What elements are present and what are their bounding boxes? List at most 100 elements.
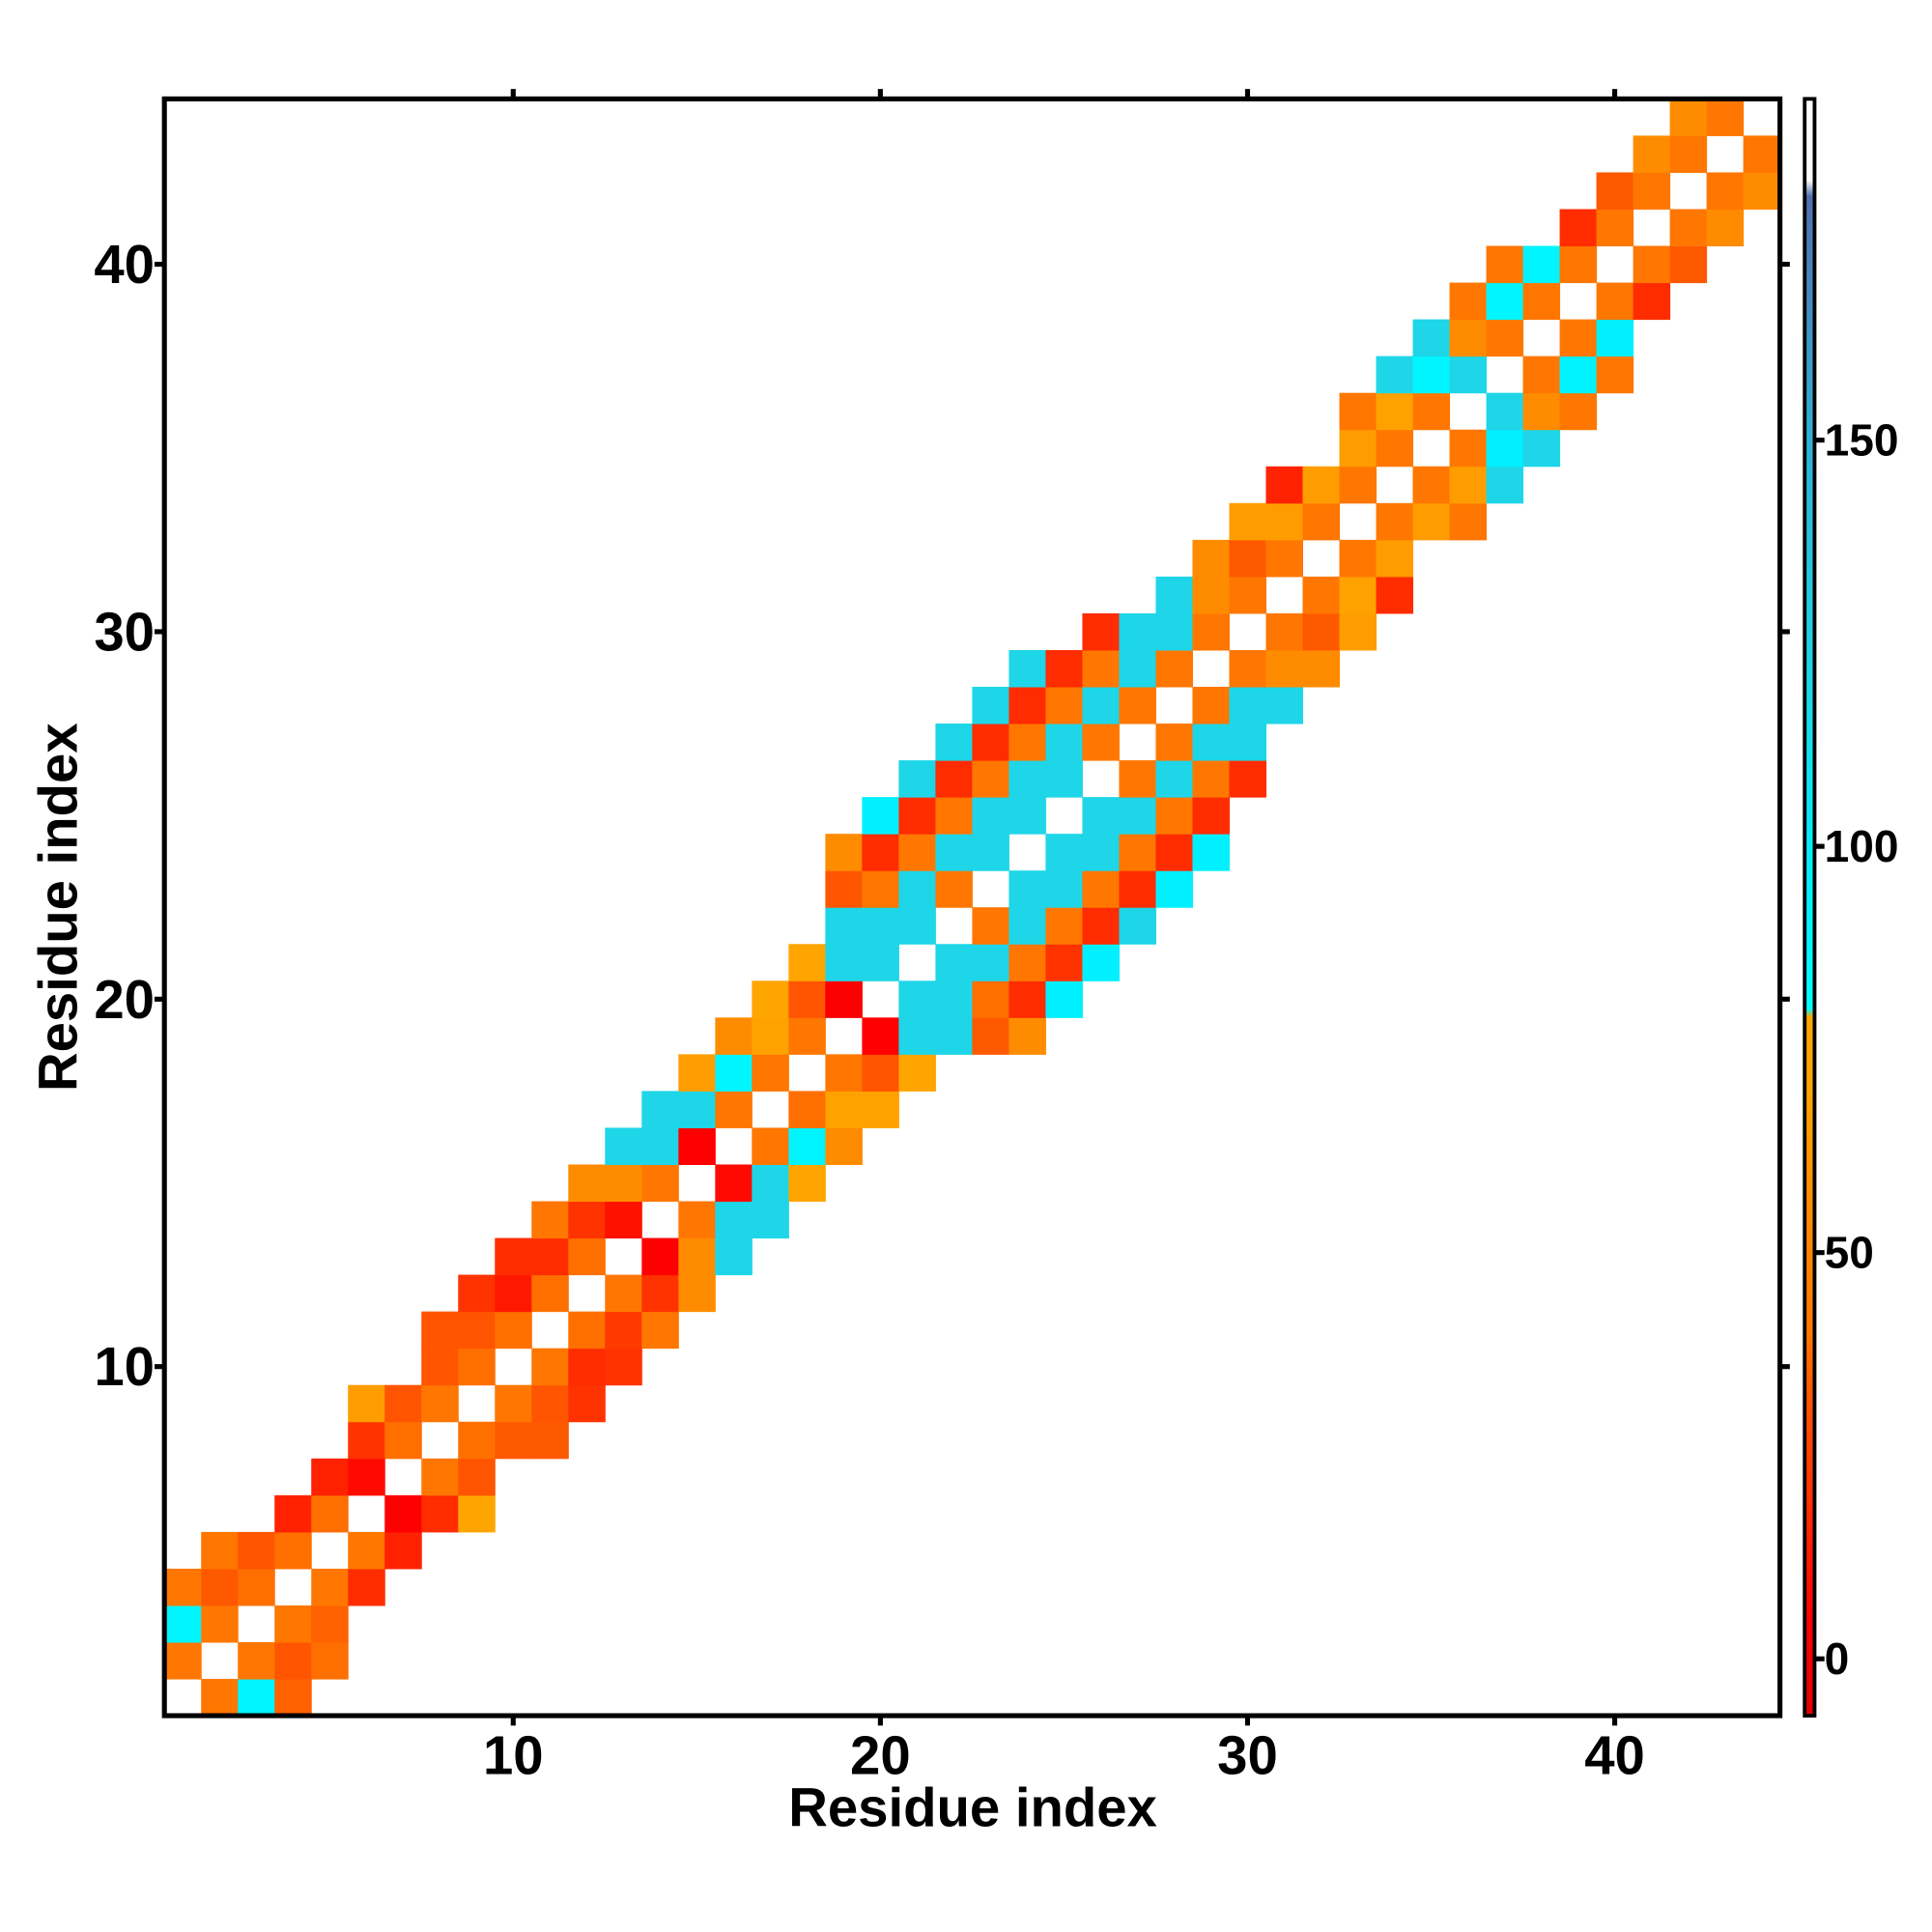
heatmap-cell [1192, 576, 1230, 614]
heatmap-cell [715, 1201, 753, 1239]
heatmap-cell [1119, 760, 1156, 798]
x-tick-label: 10 [483, 1725, 544, 1786]
heatmap-cell [274, 1605, 312, 1643]
heatmap-cell [678, 1274, 716, 1313]
heatmap-cell [715, 1054, 753, 1092]
heatmap-cell [605, 1348, 642, 1386]
heatmap-cell [348, 1421, 385, 1460]
heatmap-cell [568, 1348, 606, 1386]
heatmap-cell [1192, 760, 1230, 798]
x-tick-label: 30 [1217, 1725, 1278, 1786]
heatmap-cell [788, 1127, 826, 1166]
heatmap-cell [201, 1605, 239, 1643]
heatmap-cell [752, 1017, 789, 1055]
heatmap-cell [495, 1274, 532, 1313]
heatmap-cell [1559, 319, 1598, 357]
heatmap-cell [348, 1531, 385, 1570]
heatmap-cell [972, 944, 1009, 981]
heatmap-cell [238, 1641, 275, 1680]
heatmap-cell [935, 870, 973, 908]
heatmap-cell [1559, 392, 1598, 431]
heatmap-cell [1486, 319, 1524, 357]
heatmap-cell [495, 1311, 532, 1350]
heatmap-cell [641, 1311, 679, 1350]
heatmap-cell [1155, 870, 1193, 908]
heatmap-cell [1045, 907, 1083, 945]
heatmap-cell [1302, 649, 1341, 688]
heatmap-cell [1009, 686, 1046, 724]
heatmap-cell [1376, 429, 1414, 468]
heatmap-cell [311, 1494, 349, 1533]
heatmap-cell [935, 760, 973, 798]
heatmap-cell [238, 1568, 275, 1606]
heatmap-cell [1265, 466, 1303, 504]
heatmap-cell [1339, 466, 1378, 504]
heatmap-cell [1522, 245, 1561, 284]
heatmap-cell [1119, 870, 1156, 908]
heatmap-cell [1045, 870, 1083, 908]
heatmap-cell [1339, 539, 1378, 578]
heatmap-cell [495, 1421, 532, 1460]
heatmap-cell [531, 1348, 569, 1386]
heatmap-cell [862, 1017, 899, 1055]
heatmap-cell [1412, 319, 1451, 357]
heatmap-cell [935, 1017, 973, 1055]
heatmap-cell [1265, 686, 1303, 724]
heatmap-cell [1082, 612, 1120, 651]
heatmap-cell [531, 1421, 569, 1460]
x-tick-label: 40 [1584, 1725, 1645, 1786]
heatmap-cell [458, 1274, 496, 1313]
heatmap-cell [1302, 612, 1341, 651]
heatmap-cell [678, 1237, 716, 1276]
heatmap-cell [788, 1017, 826, 1055]
heatmap-cell [935, 834, 973, 871]
heatmap-cell [1596, 319, 1634, 357]
heatmap-cell [1009, 649, 1046, 688]
heatmap-cell [825, 870, 863, 908]
heatmap-cell [1669, 99, 1708, 136]
heatmap-cell [1633, 135, 1671, 173]
heatmap-cell [1522, 282, 1561, 321]
heatmap-cell [1045, 980, 1083, 1018]
heatmap-cell [1082, 686, 1120, 724]
heatmap-cell [311, 1458, 349, 1496]
heatmap-cell [752, 1164, 789, 1203]
heatmap-cell [1009, 944, 1046, 981]
y-tick-label: 10 [94, 1336, 155, 1397]
heatmap-cell [1155, 649, 1193, 688]
heatmap-cell [1633, 245, 1671, 284]
heatmap-cell [898, 1017, 936, 1055]
heatmap-cell [1009, 760, 1046, 798]
x-tick-label: 20 [850, 1725, 911, 1786]
heatmap-cell [495, 1384, 532, 1423]
heatmap-cell [458, 1494, 496, 1533]
heatmap-cell [1486, 466, 1524, 504]
heatmap-cell [678, 1091, 716, 1128]
heatmap-cell [1265, 539, 1303, 578]
heatmap-cell [201, 1531, 239, 1570]
heatmap-cell [972, 1017, 1009, 1055]
heatmap-cell [1376, 355, 1414, 394]
heatmap-cell [568, 1201, 606, 1239]
heatmap-cell [972, 834, 1009, 871]
heatmap-cell [825, 1054, 863, 1092]
heatmap-cell [1376, 539, 1414, 578]
heatmap-cell [788, 1091, 826, 1128]
heatmap-cell [1265, 502, 1303, 541]
heatmap-cell [274, 1531, 312, 1570]
heatmap-cell [1706, 99, 1745, 136]
heatmap-cell [1229, 649, 1266, 688]
heatmap-cell [1339, 612, 1378, 651]
heatmap-cell [421, 1458, 459, 1496]
heatmap-cell [898, 870, 936, 908]
heatmap-cell [531, 1201, 569, 1239]
heatmap-cell [825, 1127, 863, 1166]
heatmap-cell [384, 1531, 422, 1570]
heatmap-cell [898, 834, 936, 871]
heatmap-cell [1229, 502, 1266, 541]
heatmap-cell [715, 1237, 753, 1276]
heatmap-cell [311, 1641, 349, 1680]
heatmap-cell [678, 1054, 716, 1092]
heatmap-cell [348, 1568, 385, 1606]
